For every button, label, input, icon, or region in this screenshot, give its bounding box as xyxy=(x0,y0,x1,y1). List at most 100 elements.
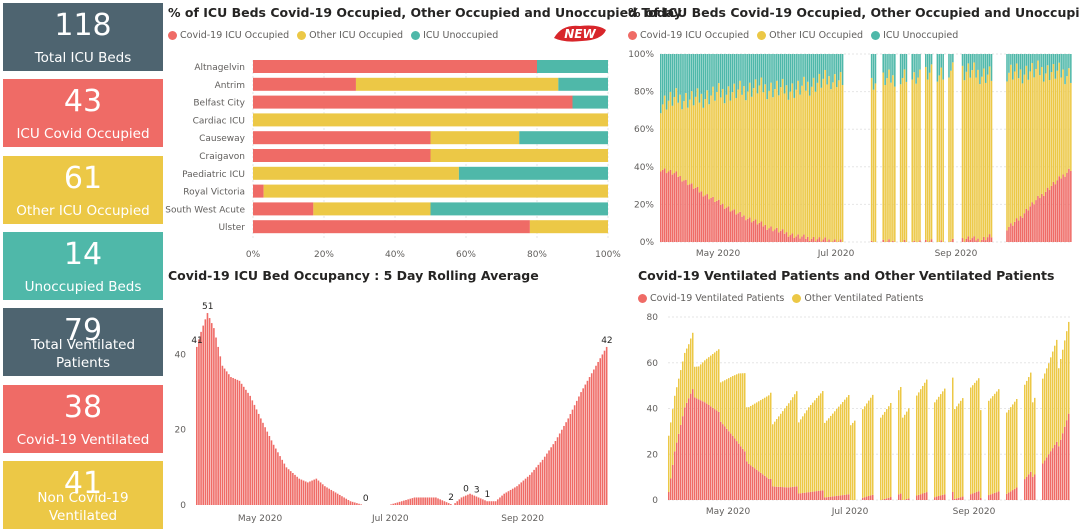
bar-rolling-average xyxy=(548,450,550,505)
bar-rolling-average xyxy=(257,413,260,505)
bar-covid-ventilated xyxy=(812,491,814,500)
bar-unocc xyxy=(917,54,919,78)
bar-other-ventilated xyxy=(800,419,802,494)
bar-other xyxy=(1033,77,1035,205)
bar-other xyxy=(667,100,670,172)
bar-other-ventilated xyxy=(748,407,750,464)
bar-other xyxy=(671,105,674,175)
bar-other-ventilated xyxy=(784,408,786,488)
bar-other-ventilated xyxy=(852,422,854,500)
bar-covid-ventilated xyxy=(770,478,772,500)
bar-rolling-average xyxy=(394,503,397,505)
bar-other-ventilated xyxy=(978,378,980,492)
bar-unocc xyxy=(1021,54,1024,84)
bar-unocc xyxy=(779,54,782,88)
legend-item[interactable]: Covid-19 ICU Occupied xyxy=(168,30,289,41)
bar-unocc xyxy=(430,202,608,216)
bar-rolling-average xyxy=(432,497,435,505)
bar-other-ventilated xyxy=(918,392,920,495)
bar-covid xyxy=(928,241,931,242)
bar-other xyxy=(702,107,705,197)
bar-other-ventilated xyxy=(678,378,680,434)
bar-covid xyxy=(750,222,753,242)
bar-covid-ventilated xyxy=(672,464,674,500)
bar-covid-ventilated xyxy=(752,466,754,500)
bar-unocc xyxy=(1025,54,1028,66)
bar-covid xyxy=(787,236,790,242)
bar-rolling-average xyxy=(279,456,281,505)
bar-other-ventilated xyxy=(1052,351,1054,449)
bar-covid-ventilated xyxy=(908,498,910,500)
bar-other-ventilated xyxy=(1026,380,1028,477)
legend-item[interactable]: Covid-19 Ventilated Patients xyxy=(638,293,784,304)
bar-other xyxy=(739,80,741,212)
bar-unocc xyxy=(888,54,890,70)
bar-unocc xyxy=(915,54,917,84)
bar-rolling-average xyxy=(595,365,597,505)
bar-rolling-average xyxy=(343,497,345,505)
bar-covid xyxy=(892,240,894,242)
bar-unocc xyxy=(791,54,794,84)
bar-covid xyxy=(1031,202,1033,242)
bar-other-ventilated xyxy=(880,417,882,500)
bar-covid-ventilated xyxy=(838,495,840,500)
bar-unocc xyxy=(1031,54,1033,64)
bar-other-ventilated xyxy=(994,393,996,493)
bar-rolling-average xyxy=(518,484,520,505)
legend-item[interactable]: Covid-19 ICU Occupied xyxy=(628,30,749,41)
data-label: 3 xyxy=(474,486,480,496)
bar-unocc xyxy=(795,54,797,90)
bar-other xyxy=(952,62,954,239)
bar-covid-ventilated xyxy=(906,498,908,500)
bar-covid xyxy=(1012,225,1014,242)
bar-other xyxy=(355,77,559,91)
bar-covid xyxy=(1052,181,1055,242)
legend-item[interactable]: Other ICU Occupied xyxy=(297,30,403,41)
bar-other xyxy=(870,77,873,241)
bar-covid xyxy=(716,200,718,242)
bar-covid xyxy=(745,220,747,242)
bar-unocc xyxy=(977,54,979,70)
bar-other-ventilated xyxy=(1058,368,1060,447)
chart-title-ventilated: Covid-19 Ventilated Patients and Other V… xyxy=(638,268,1055,283)
bar-covid-ventilated xyxy=(1048,454,1050,500)
bar-other xyxy=(967,63,970,237)
bar-unocc xyxy=(1041,54,1043,68)
legend-label: Covid-19 ICU Occupied xyxy=(180,30,290,41)
bar-unocc xyxy=(1042,54,1045,82)
bar-covid xyxy=(1058,176,1061,242)
bar-covid-ventilated xyxy=(822,490,824,500)
bar-other-ventilated xyxy=(862,409,864,498)
bar-other xyxy=(787,99,790,237)
bar-other xyxy=(986,74,989,238)
bar-rolling-average xyxy=(264,427,266,505)
bar-unocc xyxy=(708,54,710,105)
bar-unocc xyxy=(924,54,927,67)
bar-rolling-average xyxy=(219,356,222,505)
legend-item[interactable]: ICU Unoccupied xyxy=(411,30,498,41)
legend-item[interactable]: ICU Unoccupied xyxy=(871,30,958,41)
bar-covid-ventilated xyxy=(668,491,670,500)
bar-covid-ventilated xyxy=(1056,441,1058,500)
bar-rolling-average xyxy=(563,425,565,505)
bar-other-ventilated xyxy=(864,406,866,498)
bar-other xyxy=(706,90,708,195)
legend-item[interactable]: Other Ventilated Patients xyxy=(792,293,923,304)
bar-other-ventilated xyxy=(724,380,726,427)
bar-unocc xyxy=(793,54,796,98)
bar-other xyxy=(727,86,730,207)
bar-other xyxy=(781,78,784,230)
bar-rolling-average xyxy=(234,378,237,505)
legend-item[interactable]: Other ICU Occupied xyxy=(757,30,863,41)
bar-other-ventilated xyxy=(1062,349,1064,434)
bar-unocc xyxy=(967,54,970,64)
bar-other xyxy=(1068,68,1070,169)
bar-other-ventilated xyxy=(1046,368,1048,458)
bar-other xyxy=(719,97,722,205)
bar-other xyxy=(936,81,939,242)
bar-other-ventilated xyxy=(796,391,798,487)
bar-covid xyxy=(1023,213,1026,242)
bar-unocc xyxy=(719,54,722,98)
bar-covid-ventilated xyxy=(688,398,690,500)
bar-other-ventilated xyxy=(870,397,872,496)
